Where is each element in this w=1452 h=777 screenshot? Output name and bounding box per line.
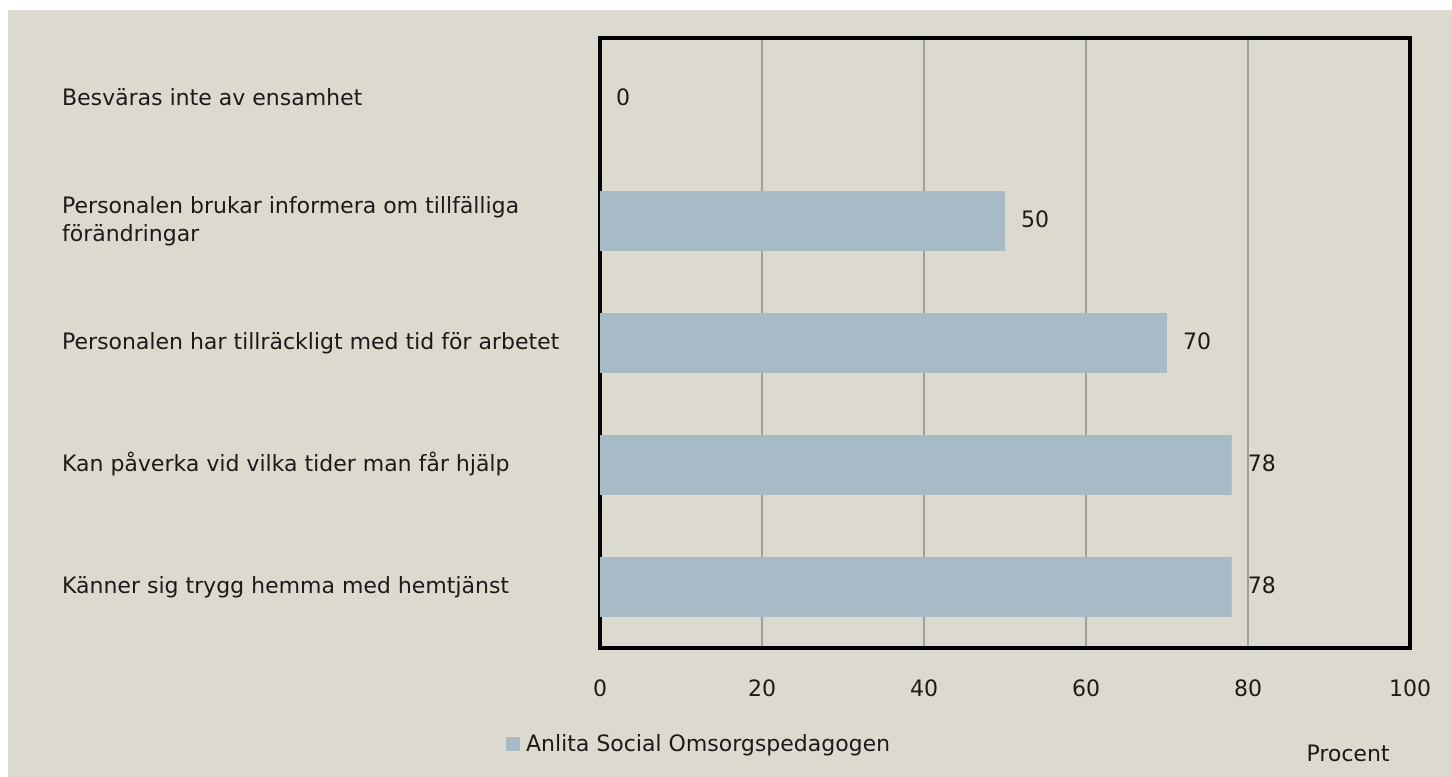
bar [600,557,1232,617]
data-label: 50 [1021,208,1049,233]
x-tick-label: 100 [1389,677,1431,702]
bar [600,191,1005,251]
y-tick-label: Personalen brukar informera om tillfälli… [62,194,520,247]
x-tick-label: 60 [1072,677,1100,702]
y-tick-label: Känner sig trygg hemma med hemtjänst [62,574,510,599]
bar [600,313,1167,373]
y-tick-label: Kan påverka vid vilka tider man får hjäl… [62,452,510,477]
data-label: 78 [1248,452,1276,477]
x-tick-label: 80 [1234,677,1262,702]
data-label: 78 [1248,574,1276,599]
x-tick-label: 0 [593,677,607,702]
legend-label: Anlita Social Omsorgspedagogen [526,732,890,757]
x-tick-label: 40 [910,677,938,702]
x-tick-label: 20 [748,677,776,702]
bar [600,435,1232,495]
y-tick-label: Besväras inte av ensamhet [62,86,363,111]
legend-swatch [506,737,520,751]
data-label: 70 [1183,330,1211,355]
data-label: 0 [616,86,630,111]
y-tick-label: Personalen har tillräckligt med tid för … [62,330,560,355]
background [8,10,1452,777]
x-axis-label: Procent [1306,742,1389,767]
